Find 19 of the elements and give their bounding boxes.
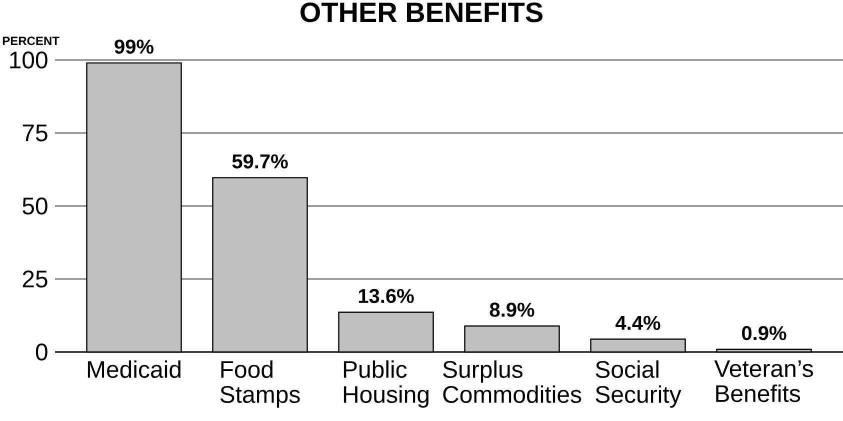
x-tick-label: Veteran’s Benefits [714, 360, 813, 402]
x-tick-label: Food Stamps [220, 360, 300, 408]
data-label: 8.9% [490, 302, 534, 317]
x-tick-label: Social Security [596, 360, 682, 408]
y-tick-label: 75 [22, 124, 48, 142]
data-label: 59.7% [232, 154, 288, 168]
x-tick-label: Public Housing [344, 360, 428, 408]
y-tick-label: 0 [36, 344, 48, 360]
y-axis-title: PERCENT [2, 36, 60, 46]
data-label: 99% [114, 40, 154, 54]
y-tick-label: 25 [22, 270, 48, 288]
data-label: 0.9% [742, 326, 786, 340]
y-tick-label: 50 [22, 198, 48, 214]
chart-title: OTHER BENEFITS [300, 2, 543, 22]
x-tick-label: Medicaid [88, 360, 180, 378]
data-label: 13.6% [358, 288, 414, 304]
y-tick-label: 100 [10, 52, 48, 68]
x-tick-label: Surplus Commodities [443, 360, 582, 403]
data-label: 4.4% [616, 316, 660, 330]
